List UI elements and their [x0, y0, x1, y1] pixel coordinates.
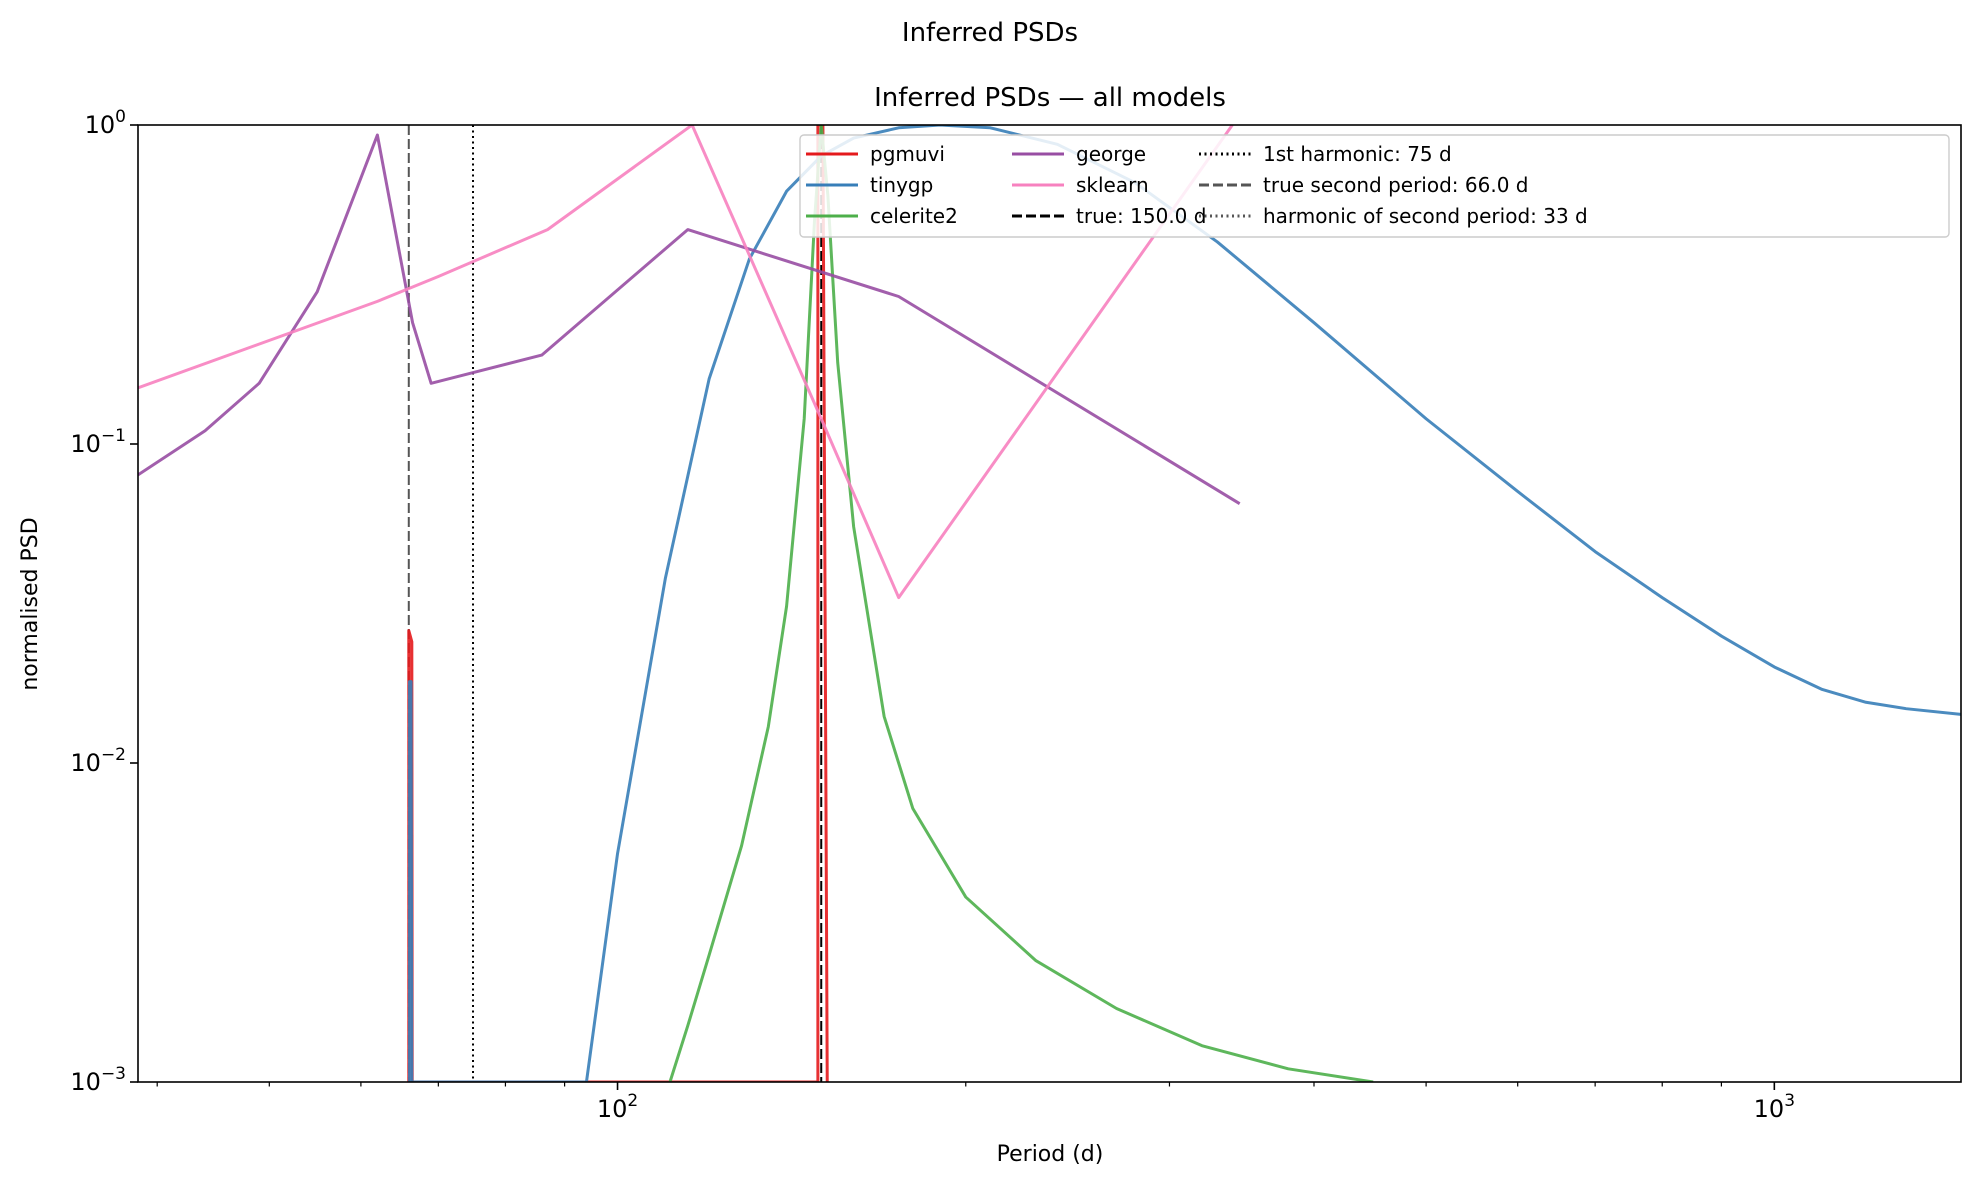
y-axis-label: normalised PSD	[18, 517, 43, 690]
legend-label-1: tinygp	[870, 173, 933, 197]
legend-label-8: harmonic of second period: 33 d	[1263, 204, 1588, 228]
legend-label-0: pgmuvi	[870, 142, 945, 166]
legend-label-6: 1st harmonic: 75 d	[1263, 142, 1452, 166]
y-tick-label-3: 10−3	[70, 1064, 126, 1096]
y-tick-label-1: 10−1	[70, 426, 126, 458]
series-tinygp	[408, 125, 1961, 1082]
legend-label-3: george	[1076, 142, 1146, 166]
legend	[799, 134, 1950, 238]
y-tick-label-2: 10−2	[70, 745, 126, 777]
legend-label-5: true: 150.0 d	[1076, 204, 1206, 228]
y-tick-label-0: 100	[85, 107, 126, 139]
series-sklearn	[138, 125, 1234, 600]
x-tick-label-1: 103	[1754, 1091, 1795, 1123]
series-pgmuvi	[407, 125, 829, 1082]
x-axis-label: Period (d)	[997, 1142, 1104, 1167]
legend-label-7: true second period: 66.0 d	[1263, 173, 1528, 197]
plot-frame	[137, 124, 1962, 1083]
chart-title: Inferred PSDs — all models	[874, 83, 1226, 113]
figure-suptitle: Inferred PSDs	[902, 18, 1078, 48]
series-celerite2	[668, 125, 1374, 1082]
legend-label-4: sklearn	[1076, 173, 1149, 197]
legend-label-2: celerite2	[870, 204, 958, 228]
x-tick-label-0: 102	[597, 1091, 638, 1123]
series-george	[138, 133, 1241, 505]
